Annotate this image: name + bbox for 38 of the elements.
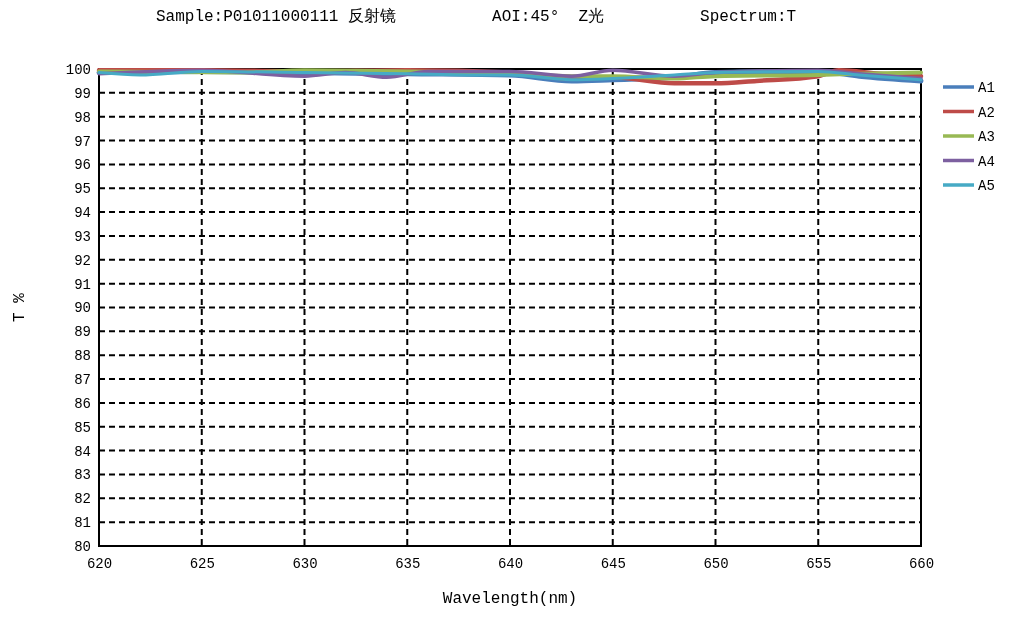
y-tick-label: 81 [74,515,91,532]
y-tick-label: 88 [74,348,91,365]
y-tick-label: 82 [74,491,91,508]
y-tick-label: 92 [74,252,91,269]
legend-label: A5 [978,178,995,194]
x-tick-label: 635 [395,555,421,572]
y-tick-label: 84 [74,443,91,460]
x-tick-label: 625 [189,555,215,572]
x-tick-label: 660 [908,555,935,572]
x-axis-title: Wavelength(nm) [442,590,578,608]
y-tick-label: 80 [74,538,91,555]
y-tick-label: 90 [74,300,91,317]
legend-label: A4 [978,153,995,170]
y-tick-label: 98 [74,109,91,126]
y-axis-title: T % [11,292,29,322]
y-tick-label: 89 [74,324,91,341]
y-tick-label: 85 [74,419,91,436]
y-tick-label: 91 [74,276,91,293]
chart-title: Sample:P01011000111 反射镜 AOI:45° Z光 Spectrum:T [156,7,797,26]
y-tick-label: 99 [74,85,91,102]
legend-label: A2 [978,104,995,121]
y-tick-label: 95 [74,181,91,198]
y-tick-label: 87 [74,372,91,389]
x-tick-label: 650 [703,555,729,572]
y-tick-label: 93 [74,228,91,245]
legend-label: A1 [978,80,995,96]
y-tick-label: 100 [65,61,91,78]
y-tick-label: 83 [74,467,91,484]
y-tick-label: 86 [74,395,91,412]
x-tick-label: 640 [497,555,524,572]
y-tick-label: 94 [74,205,91,222]
y-tick-label: 97 [74,133,91,150]
x-tick-label: 620 [86,555,113,572]
x-tick-label: 630 [292,555,318,572]
x-tick-label: 645 [600,555,626,572]
y-tick-label: 96 [74,157,91,174]
x-tick-label: 655 [806,555,832,572]
legend-label: A3 [978,129,995,145]
